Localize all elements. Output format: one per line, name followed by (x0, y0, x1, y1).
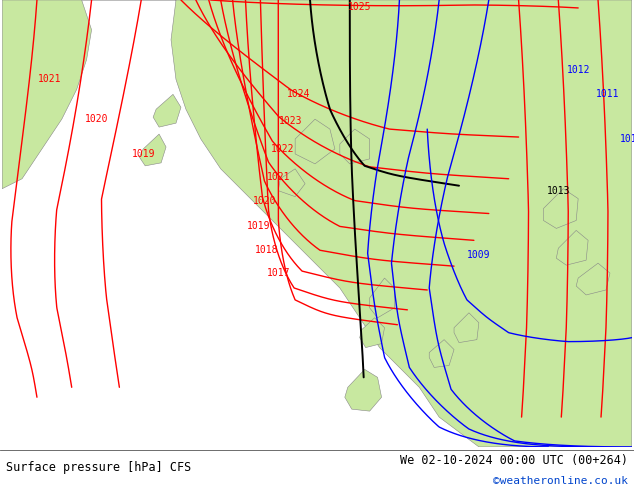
Polygon shape (429, 340, 454, 368)
Text: Surface pressure [hPa] CFS: Surface pressure [hPa] CFS (6, 461, 191, 474)
Text: 1018: 1018 (255, 245, 278, 255)
Text: 1013: 1013 (547, 186, 570, 196)
Polygon shape (278, 169, 305, 196)
Polygon shape (454, 313, 479, 343)
Polygon shape (359, 318, 385, 347)
Text: 1011: 1011 (596, 89, 619, 99)
Polygon shape (556, 230, 588, 265)
Text: 1024: 1024 (287, 89, 310, 99)
Text: 1025: 1025 (348, 2, 372, 12)
Text: 1019: 1019 (247, 221, 270, 231)
Polygon shape (543, 189, 578, 228)
Text: 1023: 1023 (278, 116, 302, 126)
Polygon shape (340, 129, 370, 164)
Text: 1021: 1021 (38, 74, 61, 84)
Text: 1010: 1010 (620, 134, 634, 144)
Polygon shape (2, 0, 91, 189)
Text: 1022: 1022 (271, 144, 294, 154)
Polygon shape (576, 263, 610, 295)
Text: 1017: 1017 (266, 268, 290, 278)
Text: 1020: 1020 (85, 114, 108, 124)
Polygon shape (295, 119, 335, 164)
Text: 1020: 1020 (252, 196, 276, 206)
Text: We 02-10-2024 00:00 UTC (00+264): We 02-10-2024 00:00 UTC (00+264) (399, 454, 628, 467)
Text: ©weatheronline.co.uk: ©weatheronline.co.uk (493, 476, 628, 487)
Polygon shape (139, 134, 166, 166)
Text: 1021: 1021 (266, 172, 290, 182)
Polygon shape (345, 369, 382, 411)
Text: 1012: 1012 (566, 65, 590, 74)
Text: 1019: 1019 (131, 149, 155, 159)
Polygon shape (82, 0, 632, 447)
Text: 1009: 1009 (467, 250, 491, 260)
Polygon shape (370, 278, 394, 318)
Polygon shape (153, 95, 181, 127)
